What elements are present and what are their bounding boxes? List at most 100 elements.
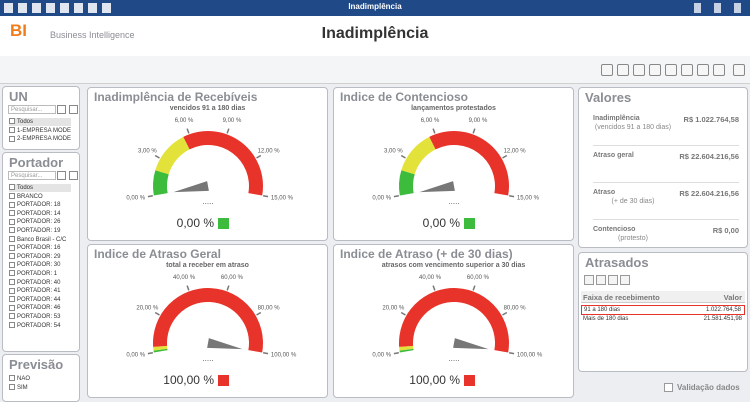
checkbox[interactable] [9,201,15,208]
gauge-tick [509,351,515,355]
validation-button[interactable]: Validação dados [664,380,740,394]
toolbar-button[interactable] [733,64,745,76]
gauge-tick [393,194,399,198]
gauge-value: 100,00 % [163,373,214,387]
filter-item[interactable]: PORTADOR: 16 [9,244,71,252]
filter-item[interactable]: PORTADOR: 18 [9,201,71,209]
logo: BI [10,21,27,40]
item-label: PORTADOR: 19 [17,228,61,234]
item-label: PORTADOR: 14 [17,210,61,217]
window-toolbar[interactable] [4,3,112,13]
checkbox[interactable] [9,270,15,277]
sort-button[interactable] [69,105,78,114]
filter-item[interactable]: Banco Brasil - C/C [9,236,71,244]
pager-button[interactable] [608,275,618,285]
window-controls[interactable] [694,3,744,13]
checkbox[interactable] [9,287,15,294]
checkbox[interactable] [9,384,15,391]
pager-button[interactable] [596,275,606,285]
gauge-needle [207,338,243,350]
checkbox[interactable] [9,261,15,268]
filter-item[interactable]: PORTADOR: 40 [9,279,71,287]
filter-item[interactable]: PORTADOR: 53 [9,313,71,321]
table-row[interactable]: 91 a 180 dias 1.022.764,58 [581,305,745,315]
filter-item[interactable]: PORTADOR: 44 [9,296,71,304]
filter-item[interactable]: BRANCO [9,193,71,201]
pager-button[interactable] [584,275,594,285]
filter-item[interactable]: 1-EMPRESA MODELO [9,127,71,135]
search-box[interactable]: Pesquisar... [8,171,56,180]
filter-item[interactable]: Todos [9,118,71,126]
gauge-tick-label: 0,00 % [126,353,145,359]
separator [593,145,739,146]
item-label: BRANCO [17,193,43,200]
checkbox[interactable] [9,118,15,125]
checkbox[interactable] [9,227,15,234]
filter-item[interactable]: SIM [9,384,71,392]
gauge-value: 0,00 % [177,216,215,230]
pager-button[interactable] [620,275,630,285]
filter-item[interactable]: PORTADOR: 1 [9,270,71,278]
filter-item[interactable]: PORTADOR: 54 [9,322,71,330]
gauge-tick-label: 15,00 % [271,196,294,202]
checkbox[interactable] [9,218,15,225]
sort-button[interactable] [69,171,78,180]
cell: 91 a 180 dias [584,307,621,313]
checkbox[interactable] [9,253,15,260]
toolbar-button[interactable] [681,64,693,76]
toolbar-button[interactable] [617,64,629,76]
gauge-tick [154,311,160,316]
checkbox[interactable] [9,210,15,217]
checkbox[interactable] [9,193,15,200]
search-box[interactable]: Pesquisar... [8,105,56,114]
filter-item[interactable]: PORTADOR: 30 [9,261,71,269]
filter-item[interactable]: PORTADOR: 46 [9,304,71,312]
checkbox[interactable] [9,375,15,382]
cell: 1.022.764,58 [705,307,741,313]
filter-item[interactable]: 2-EMPRESA MODELO [9,135,71,143]
filter-item[interactable]: Todos [9,184,71,192]
gauge-tick [154,154,160,159]
checkbox[interactable] [9,135,15,142]
gauge-title: Inadimplência de Recebíveis [94,90,258,104]
value-amount: R$ 0,00 [712,226,739,235]
search-button[interactable] [57,105,66,114]
filter-item[interactable]: PORTADOR: 26 [9,218,71,226]
gauge-value: 100,00 % [409,373,460,387]
gauge-tick-label: 3,00 % [138,149,157,155]
filter-item[interactable]: PORTADOR: 14 [9,210,71,218]
item-label: 1-EMPRESA MODELO [17,127,71,134]
search-button[interactable] [57,171,66,180]
gauge-tick-label: 60,00 % [221,275,244,281]
checkbox[interactable] [9,244,15,251]
checkbox[interactable] [9,184,15,191]
header: BI Business Intelligence Inadimplência [0,16,750,56]
filter-item[interactable]: PORTADOR: 29 [9,253,71,261]
filter-item[interactable]: NÃO [9,375,71,383]
checkbox[interactable] [9,236,15,243]
checkbox[interactable] [9,322,15,329]
toolbar-button[interactable] [665,64,677,76]
toolbar-button[interactable] [713,64,725,76]
table-row[interactable]: Mais de 180 dias 21.581.451,98 [581,315,745,325]
filter-item[interactable]: PORTADOR: 19 [9,227,71,235]
checkbox[interactable] [9,279,15,286]
checkbox[interactable] [9,304,15,311]
checkbox[interactable] [9,127,15,134]
gauge-tick [147,351,153,355]
column-header: Faixa de recebimento [583,293,660,302]
gauge-tick-label: 20,00 % [136,306,159,312]
gauge-tick [432,128,436,134]
filter-item[interactable]: PORTADOR: 41 [9,287,71,295]
checkbox[interactable] [9,296,15,303]
toolbar-button[interactable] [633,64,645,76]
filter-title: Previsão [9,357,64,372]
toolbar-button[interactable] [649,64,661,76]
value-label: Contencioso [593,226,636,233]
gauge-title: Indice de Contencioso [340,90,469,104]
toolbar-button[interactable] [601,64,613,76]
toolbar-button[interactable] [697,64,709,76]
gauge-band [399,170,415,196]
item-label: NÃO [17,376,31,382]
checkbox[interactable] [9,313,15,320]
